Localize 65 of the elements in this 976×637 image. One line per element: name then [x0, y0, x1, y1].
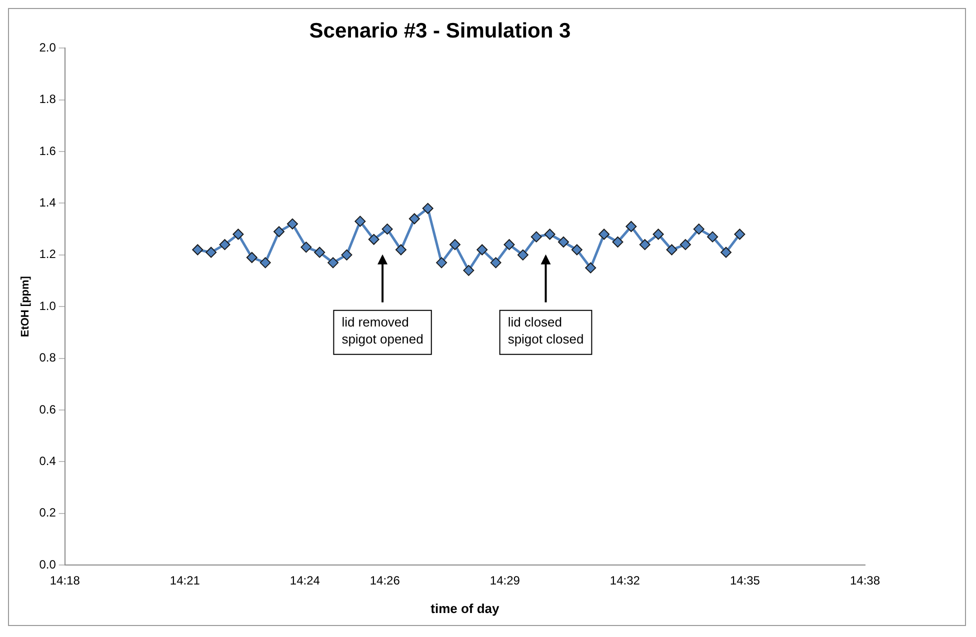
- y-tick-label: 1.6: [39, 144, 56, 158]
- y-tick-label: 1.0: [39, 298, 56, 313]
- point: [720, 246, 732, 258]
- y-tick-label: 0.0: [39, 557, 56, 572]
- x-tick-label: 14:24: [290, 574, 320, 588]
- point: [436, 257, 448, 268]
- point: [652, 228, 664, 240]
- point: [612, 236, 624, 248]
- point: [395, 244, 406, 256]
- y-tick-label: 1.4: [39, 196, 56, 210]
- point: [449, 239, 460, 250]
- point: [639, 239, 650, 250]
- point: [260, 257, 271, 268]
- y-tick-label: 0.2: [39, 506, 56, 520]
- point: [734, 228, 746, 240]
- point: [571, 244, 582, 256]
- point: [368, 234, 380, 245]
- annotation: lid removed spigot opened: [342, 314, 424, 346]
- point: [585, 262, 596, 274]
- point: [626, 220, 637, 232]
- x-tick-label: 14:29: [490, 574, 520, 588]
- y-tick-label: 0.8: [39, 350, 56, 365]
- x-tick-label: 14:35: [730, 574, 760, 588]
- point: [219, 239, 230, 250]
- point: [274, 226, 285, 238]
- x-tick-label: 14:38: [850, 574, 880, 588]
- point: [246, 252, 258, 264]
- point: [286, 218, 298, 230]
- point: [666, 244, 678, 256]
- point: [314, 246, 326, 258]
- annotation: lid closed spigot closed: [508, 314, 584, 346]
- x-tick-label: 14:26: [370, 574, 400, 588]
- point: [341, 249, 352, 260]
- point: [354, 216, 366, 227]
- point: [680, 239, 691, 250]
- point: [693, 224, 704, 235]
- point: [476, 244, 488, 256]
- x-tick-label: 14:18: [50, 574, 80, 588]
- point: [422, 202, 434, 214]
- x-tick-label: 14:21: [170, 574, 200, 588]
- y-axis-title: EtOH [ppm]: [20, 276, 32, 338]
- point: [192, 244, 204, 256]
- y-tick-label: 1.8: [39, 92, 56, 106]
- point: [328, 257, 339, 268]
- point: [300, 242, 312, 253]
- y-tick-label: 2.0: [39, 40, 56, 55]
- point: [504, 239, 515, 250]
- point: [598, 228, 610, 240]
- point: [206, 246, 217, 258]
- chart-title: Scenario #3 - Simulation 3: [309, 19, 571, 42]
- y-tick-label: 0.6: [39, 402, 56, 416]
- point: [558, 236, 569, 248]
- x-axis-title: time of day: [430, 600, 500, 616]
- point: [232, 228, 244, 240]
- y-tick-label: 1.2: [39, 247, 56, 262]
- point: [490, 257, 502, 268]
- y-tick-label: 0.4: [39, 454, 56, 468]
- point: [530, 231, 542, 242]
- point: [517, 249, 528, 260]
- point: [382, 224, 393, 235]
- x-tick-label: 14:32: [610, 574, 640, 588]
- point: [544, 228, 556, 240]
- point: [707, 231, 718, 242]
- point: [463, 264, 474, 276]
- point: [408, 213, 420, 224]
